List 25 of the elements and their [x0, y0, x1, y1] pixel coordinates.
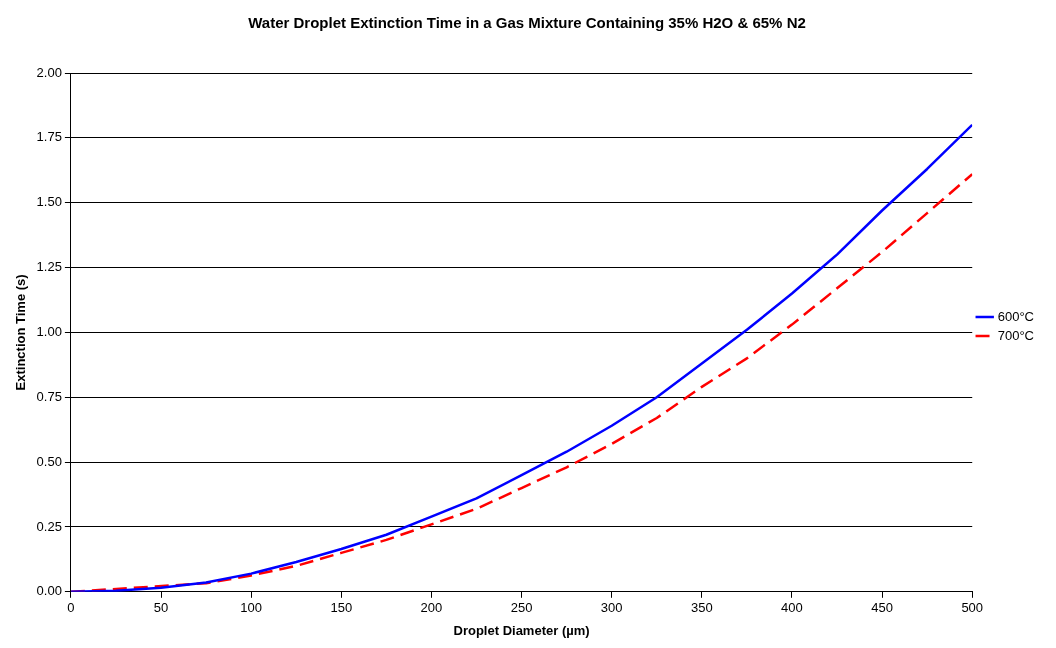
x-tick-label: 150	[330, 600, 353, 616]
y-tick-label: 0.50	[36, 453, 62, 469]
y-tick-label: 1.25	[36, 259, 62, 275]
y-tick-label: 0.75	[36, 388, 62, 404]
chart-title: Water Droplet Extinction Time in a Gas Mixture Containing 35% H2O & 65% N2	[248, 14, 806, 32]
x-tick-label: 250	[510, 600, 533, 616]
y-tick-label: 0.00	[36, 583, 62, 599]
y-tick-label: 0.25	[36, 518, 62, 534]
x-axis-title: Droplet Diameter (µm)	[453, 622, 590, 638]
x-tick-label: 450	[871, 600, 893, 616]
x-tick-label: 200	[420, 600, 443, 616]
legend-label: 700°C	[997, 327, 1034, 343]
y-tick-label: 1.75	[36, 129, 62, 145]
y-axis-title: Extinction Time (s)	[13, 274, 29, 391]
x-tick-label: 400	[781, 600, 803, 616]
y-tick-label: 2.00	[36, 64, 62, 80]
x-tick-label: 0	[67, 600, 75, 616]
x-tick-label: 50	[153, 600, 169, 616]
x-tick-label: 500	[961, 600, 984, 616]
legend-label: 600°C	[997, 308, 1034, 324]
x-tick-label: 350	[690, 600, 713, 616]
y-tick-label: 1.50	[36, 194, 62, 210]
x-tick-label: 100	[240, 600, 263, 616]
x-tick-label: 300	[600, 600, 623, 616]
y-tick-label: 1.00	[36, 323, 62, 339]
